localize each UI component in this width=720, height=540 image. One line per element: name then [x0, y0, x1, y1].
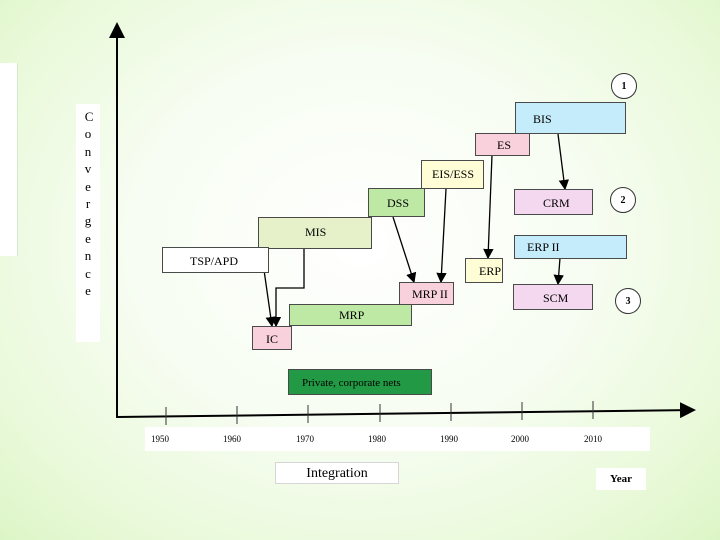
mis-box: MIS: [258, 217, 372, 249]
bis-to-crm-arrow: [557, 133, 570, 191]
mis-to-ic-arrow: [270, 249, 305, 328]
es-box: ES: [475, 133, 530, 156]
bis-box: BIS: [515, 102, 626, 134]
x-tick-1960: 1960: [223, 434, 241, 444]
private-nets-label: Private, corporate nets: [302, 377, 401, 389]
left-margin-strip: [0, 63, 18, 256]
ic-label: IC: [266, 332, 278, 346]
dss-box: DSS: [368, 188, 425, 217]
eis-ess-label: EIS/ESS: [432, 167, 475, 181]
mrp2-box: MRP II: [399, 282, 454, 305]
es-label: ES: [497, 138, 512, 152]
mrp-box: MRP: [289, 304, 412, 326]
connector-arrows: [263, 133, 570, 328]
crm-label: CRM: [543, 196, 570, 210]
mrp-label: MRP: [339, 308, 365, 322]
tsp-apd-label: TSP/APD: [190, 254, 239, 268]
marker-3-label: 3: [625, 295, 631, 307]
x-axis: [116, 402, 696, 419]
erp2-to-scm-arrow: [553, 257, 564, 286]
y-axis-label-text: Convergence: [84, 109, 94, 299]
x-tick-2010: 2010: [584, 434, 602, 444]
erp-label: ERP: [479, 264, 502, 278]
eis-ess-box: EIS/ESS: [421, 160, 484, 189]
dss-label: DSS: [387, 196, 410, 210]
x-axis-label: Year: [596, 468, 646, 490]
private-nets-box: Private, corporate nets: [288, 369, 432, 395]
bis-label: BIS: [533, 112, 552, 126]
marker-3: 3: [615, 288, 641, 314]
erp-box: ERP: [465, 258, 503, 283]
es-to-erp-arrow: [483, 154, 494, 260]
crm-box: CRM: [514, 189, 593, 215]
marker-1: 1: [611, 73, 637, 99]
erp2-label: ERP II: [527, 240, 560, 254]
erp2-box: ERP II: [514, 235, 627, 259]
x-tick-1950: 1950: [151, 434, 169, 444]
marker-2-label: 2: [620, 194, 626, 206]
scm-label: SCM: [543, 291, 569, 305]
ic-box: IC: [252, 326, 292, 350]
eis-to-mrp2-arrow: [436, 188, 447, 284]
x-axis-ticks: [165, 401, 594, 425]
tsp-to-ic-arrow: [263, 269, 276, 328]
tsp-apd-box: TSP/APD: [162, 247, 269, 273]
mis-label: MIS: [305, 225, 327, 239]
scm-box: SCM: [513, 284, 593, 310]
integration-label: Integration: [275, 462, 399, 484]
y-axis-label: Convergence: [76, 108, 100, 299]
x-tick-strip: [145, 427, 650, 451]
marker-2: 2: [610, 187, 636, 213]
mrp2-label: MRP II: [412, 287, 448, 301]
dss-to-mrp2-arrow: [392, 216, 417, 284]
x-tick-1980: 1980: [368, 434, 386, 444]
x-tick-1970: 1970: [296, 434, 314, 444]
y-axis-label-background: [76, 104, 100, 342]
x-tick-2000: 2000: [511, 434, 529, 444]
x-tick-1990: 1990: [440, 434, 458, 444]
marker-1-label: 1: [621, 80, 627, 92]
